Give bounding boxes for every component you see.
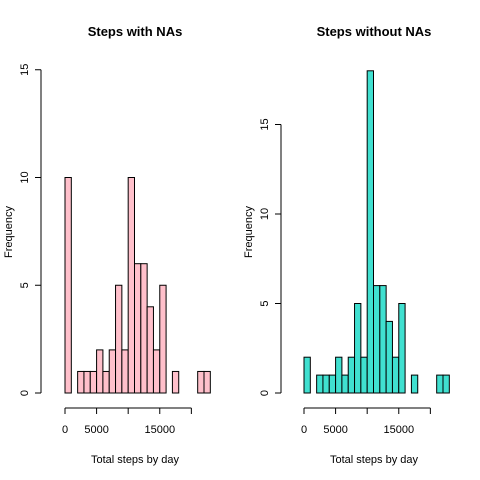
histogram-bar [303, 356, 311, 394]
chart-panel-2: Steps without NAs 0 5 10 15 0 5000 15000 Total s… [243, 24, 450, 466]
histogram-bar [341, 374, 349, 394]
histogram-bar [360, 356, 368, 394]
y-tick-label: 5 [19, 282, 31, 288]
histogram-bar [398, 303, 406, 394]
x-axis-label: Total steps by day [91, 454, 180, 466]
histogram-bar [197, 370, 205, 394]
histogram-bar [410, 374, 419, 394]
histogram-bar [159, 284, 167, 394]
histogram-bar [347, 356, 356, 394]
histogram-bar [96, 349, 104, 394]
histogram-bar [442, 374, 450, 394]
histogram-bar [115, 284, 123, 394]
histogram-bar [146, 306, 154, 394]
histogram-bar [316, 374, 324, 394]
y-tick-label: 15 [259, 118, 271, 130]
histogram-bar [64, 177, 72, 394]
x-tick-label: 5000 [323, 424, 347, 436]
histogram-bar [335, 356, 343, 394]
histogram-bar [152, 349, 161, 394]
y-tick-label: 5 [259, 300, 271, 306]
y-tick-label: 0 [259, 390, 271, 396]
x-tick-label: 15000 [383, 424, 414, 436]
histogram-bar [77, 370, 85, 394]
chart-panel-1: Steps with NAs 0 5 10 15 0 5000 15000 Total step… [3, 24, 211, 466]
histogram-bar [171, 370, 180, 394]
histogram-bar [121, 349, 129, 394]
histogram-bar [373, 285, 381, 394]
histogram-bar [108, 349, 117, 394]
x-tick-label: 0 [62, 424, 68, 436]
histogram-bar [385, 320, 393, 394]
histogram-bar [354, 303, 362, 394]
histogram-bar [127, 177, 135, 394]
histogram-bar [322, 374, 330, 394]
y-tick-label: 0 [19, 390, 31, 396]
x-tick-label: 0 [301, 424, 307, 436]
histogram-bar [140, 263, 148, 394]
chart-title: Steps without NAs [317, 24, 432, 39]
histogram-bar [379, 285, 387, 394]
y-tick-label: 10 [259, 208, 271, 220]
histogram-bar [436, 374, 444, 394]
y-axis-label: Frequency [3, 206, 15, 258]
histogram-bar [328, 374, 337, 394]
y-axis-label: Frequency [243, 206, 255, 258]
histogram-bar [134, 263, 142, 394]
histogram-bar [391, 356, 400, 394]
y-tick-label: 15 [19, 64, 31, 76]
x-tick-label: 5000 [84, 424, 108, 436]
x-tick-label: 15000 [144, 424, 175, 436]
histogram-bar [366, 70, 374, 394]
histogram-bar [89, 370, 98, 394]
x-axis-label: Total steps by day [330, 454, 419, 466]
chart-title: Steps with NAs [88, 24, 183, 39]
histogram-bar [203, 370, 211, 394]
histogram-bar [102, 370, 110, 394]
y-tick-label: 10 [19, 171, 31, 183]
histogram-bar [83, 370, 91, 394]
